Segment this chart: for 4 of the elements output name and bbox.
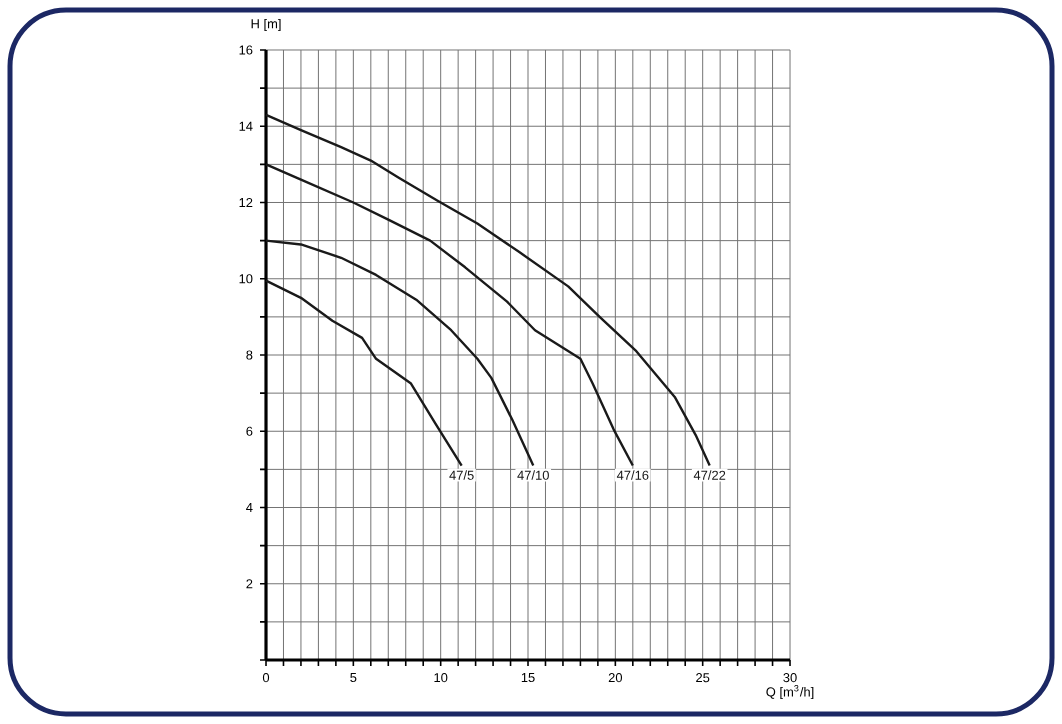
line-series [264, 163, 635, 467]
line-series [264, 239, 535, 467]
line-series [264, 113, 711, 467]
line-series [264, 279, 463, 467]
